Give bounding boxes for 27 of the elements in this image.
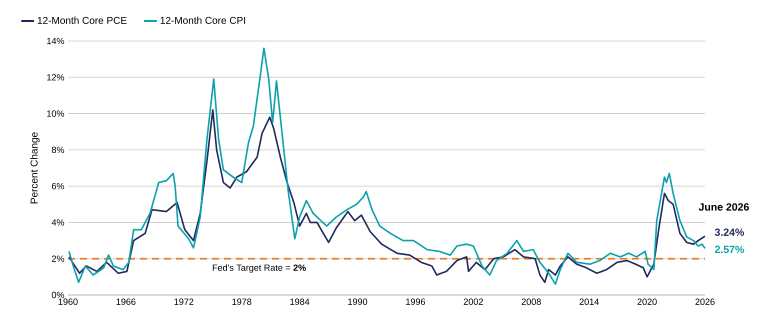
annotation: 2.57% [714,246,744,254]
y-axis-title: Percent Change [30,132,40,204]
annotation: 3.24% [714,228,744,236]
x-tick-label: 1966 [116,298,136,305]
y-tick-label: 8% [52,146,64,154]
x-tick-label: 2020 [638,298,657,305]
ref-line-label: Fed's Target Rate = 2% [212,264,306,273]
x-tick-label: 2026 [695,298,715,305]
y-tick-label: 2% [52,256,64,262]
x-tick-label: 1996 [406,298,426,305]
y-tick-label: 10% [47,110,64,117]
x-tick-label: 1984 [290,298,310,305]
legend-label: 12-Month Core PCE [38,16,127,24]
x-tick-label: 2014 [580,298,599,305]
x-tick-label: 1978 [232,298,252,305]
annotation: June 2026 [698,203,749,211]
y-tick-label: 6% [52,182,64,190]
x-tick-label: 1972 [174,298,194,305]
x-tick-label: 2008 [522,298,541,305]
x-tick-label: 1960 [58,298,78,305]
y-tick-label: 0% [52,292,64,298]
x-tick-label: 2002 [464,298,483,305]
y-tick-label: 12% [47,74,64,80]
y-tick-label: 4% [52,219,64,226]
x-tick-label: 1990 [348,298,368,305]
legend-label: 12-Month Core CPI [160,16,246,24]
y-tick-label: 14% [47,38,64,44]
